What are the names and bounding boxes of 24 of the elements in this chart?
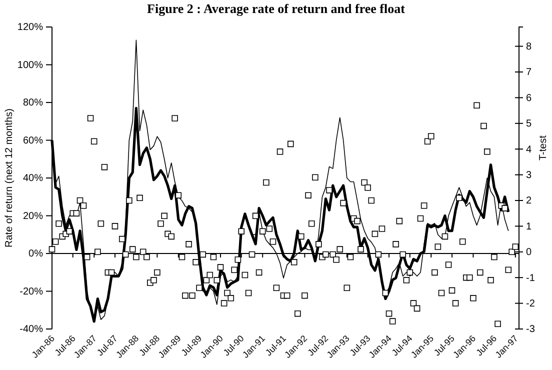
y2-tick-label: 2: [526, 196, 532, 207]
y2-tick-label: 5: [526, 118, 532, 130]
y-tick-label: -20%: [20, 286, 44, 298]
y2-axis-title: T-test: [538, 135, 549, 161]
y-axis-title: Rate of return (next 12 months): [4, 108, 15, 248]
y-tick-label: 100%: [17, 60, 44, 71]
y2-tick-label: 7: [526, 67, 532, 78]
y-tick-label: 0%: [28, 248, 44, 260]
y-tick-label: 20%: [22, 210, 44, 222]
y2-tick-label: 8: [526, 41, 532, 52]
y2-tick-label: -1: [526, 272, 536, 284]
chart-title: Figure 2 : Average rate of return and free float: [147, 1, 406, 16]
y2-tick-label: -3: [526, 324, 536, 336]
y2-tick-label: 6: [526, 92, 532, 104]
y2-tick-label: 4: [526, 144, 532, 156]
y-tick-label: 60%: [22, 135, 44, 146]
y-tick-label: 80%: [22, 98, 44, 109]
y2-tick-label: 0: [526, 247, 532, 258]
y-tick-label: -40%: [20, 324, 44, 336]
y2-tick-label: 3: [526, 170, 532, 181]
y-tick-label: 40%: [22, 173, 44, 184]
y2-tick-label: -2: [526, 298, 536, 310]
y2-tick-label: 1: [526, 221, 532, 232]
y-tick-label: 120%: [17, 22, 44, 34]
